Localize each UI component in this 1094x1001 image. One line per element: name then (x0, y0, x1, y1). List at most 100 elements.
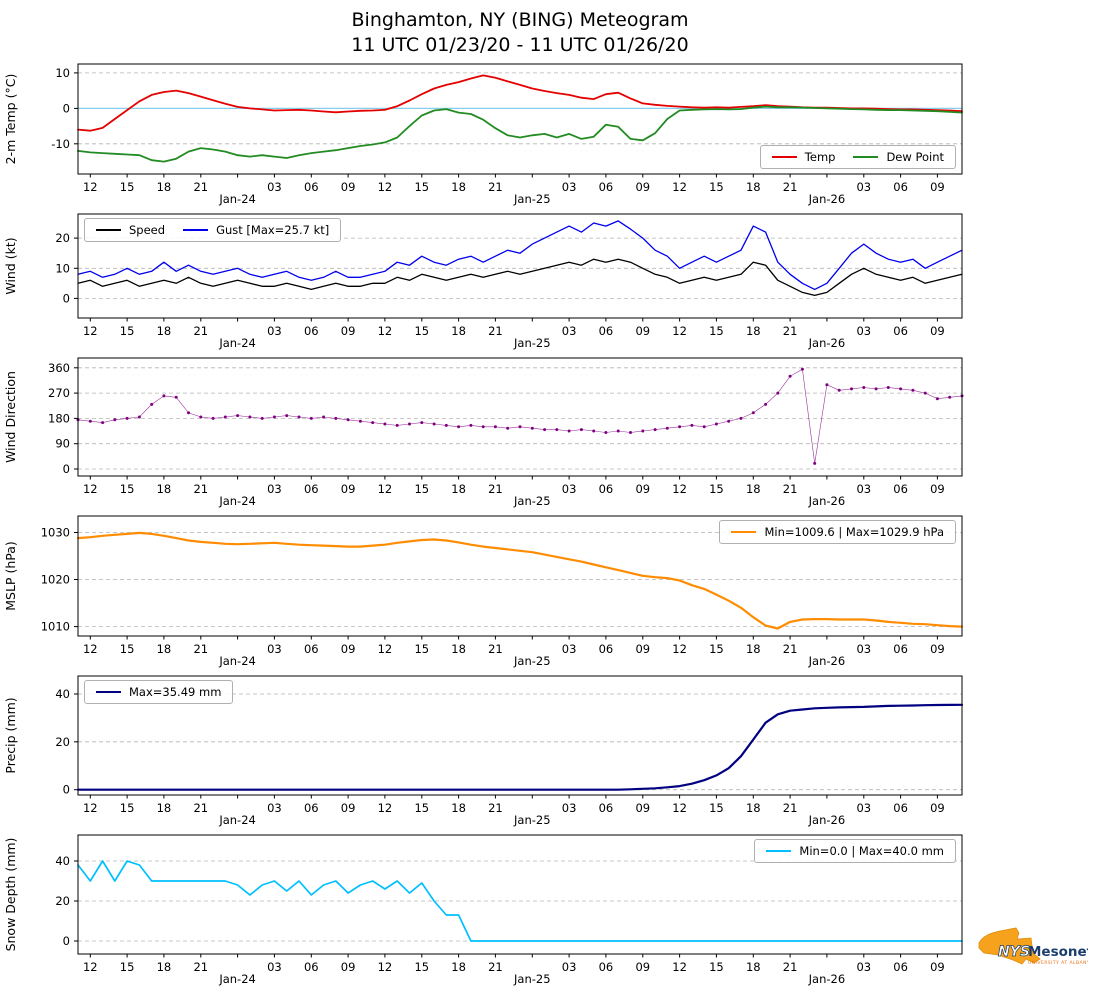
x-tick-label: 15 (120, 180, 135, 194)
x-date-label: Jan-25 (513, 813, 551, 827)
series-dew-point (77, 105, 963, 163)
scatter-point (530, 426, 534, 430)
scatter-point (555, 428, 559, 432)
legend-entry: Max=35.49 mm (96, 685, 221, 699)
x-tick-label: 15 (414, 642, 429, 656)
x-tick-label: 06 (304, 801, 319, 815)
y-tick-label: 0 (63, 462, 70, 476)
x-tick-label: 09 (635, 324, 650, 338)
meteogram-panels: 10 0 -10 12 15 18 21 Jan-24 03 06 09 12 15 18 21 Jan-25… (0, 58, 1094, 988)
series-temp (77, 74, 963, 132)
x-tick-label: 12 (378, 180, 393, 194)
x-tick-label: 12 (83, 180, 98, 194)
x-tick-label: 15 (414, 960, 429, 974)
scatter-point (137, 415, 141, 419)
scatter-point (248, 415, 252, 419)
scatter-point (187, 411, 190, 415)
x-tick-label: 03 (562, 324, 577, 338)
x-tick-label: 18 (157, 180, 172, 194)
legend-line-sample-icon (731, 530, 757, 534)
x-tick-label: 03 (856, 324, 871, 338)
legend-label: Temp (804, 150, 836, 165)
x-date-label: Jan-26 (808, 972, 846, 986)
legend-line-sample-icon (771, 155, 797, 159)
plot-border (77, 834, 963, 955)
scatter-point (358, 419, 362, 423)
x-tick-label: 09 (930, 482, 945, 496)
x-tick-label: 03 (267, 801, 282, 815)
plot-border (77, 515, 963, 637)
x-tick-label: 18 (746, 801, 761, 815)
x-date-label: Jan-24 (218, 972, 256, 986)
x-tick-label: 18 (746, 960, 761, 974)
x-tick-label: 06 (599, 801, 614, 815)
x-tick-label: 06 (893, 324, 908, 338)
x-date-label: Jan-24 (218, 336, 256, 350)
scatter-point (653, 428, 657, 432)
x-tick-label: 18 (157, 642, 172, 656)
legend-snow-depth: Min=0.0 | Max=40.0 mm (754, 839, 956, 864)
x-tick-label: 03 (562, 960, 577, 974)
x-tick-label: 09 (635, 960, 650, 974)
x-tick-label: 21 (488, 324, 503, 338)
plot-border (77, 357, 963, 477)
scatter-point (211, 417, 215, 421)
x-date-label: Jan-26 (808, 494, 846, 508)
x-tick-label: 06 (304, 642, 319, 656)
legend-line-sample-icon (766, 849, 792, 853)
x-date-label: Jan-25 (513, 972, 551, 986)
legend-entry: Gust [Max=25.7 kt] (183, 223, 329, 237)
x-tick-label: 15 (709, 801, 724, 815)
y-tick-label: 10 (55, 66, 70, 80)
x-tick-label: 18 (746, 482, 761, 496)
x-tick-label: 03 (267, 180, 282, 194)
y-tick-label: 90 (55, 437, 70, 451)
x-tick-label: 09 (635, 642, 650, 656)
x-tick-label: 09 (930, 960, 945, 974)
scatter-point (101, 421, 105, 425)
scatter-point (874, 387, 878, 391)
x-tick-label: 21 (193, 801, 208, 815)
scatter-point (923, 391, 927, 395)
x-tick-label: 12 (672, 482, 687, 496)
scatter-point (272, 415, 276, 419)
x-tick-label: 21 (193, 960, 208, 974)
x-tick-label: 06 (893, 960, 908, 974)
x-date-label: Jan-24 (218, 192, 256, 206)
x-tick-label: 06 (599, 642, 614, 656)
y-axis-label-wind-direction: Wind Direction (3, 371, 18, 463)
legend-line-sample-icon (853, 155, 879, 159)
x-tick-label: 21 (488, 482, 503, 496)
x-tick-label: 12 (672, 642, 687, 656)
snow-depth-plot-svg: 40 20 0 12 15 18 21 Jan-24 03 06 09 12 15 18 21 Jan-25 0… (3, 834, 963, 986)
x-tick-label: 09 (930, 642, 945, 656)
x-tick-label: 09 (930, 801, 945, 815)
series-gust (77, 220, 963, 291)
scatter-point (837, 388, 841, 392)
x-tick-label: 18 (451, 801, 466, 815)
x-tick-label: 21 (488, 801, 503, 815)
scatter-point (383, 422, 387, 426)
x-tick-label: 18 (746, 642, 761, 656)
scatter-point (285, 414, 289, 418)
plot-border (77, 63, 963, 175)
scatter-point (493, 425, 497, 429)
temp-plot-svg: 10 0 -10 12 15 18 21 Jan-24 03 06 09 12 15 18 21 Jan-25… (3, 63, 963, 206)
x-tick-label: 15 (414, 324, 429, 338)
legend-label: Max=35.49 mm (129, 685, 222, 700)
x-tick-label: 18 (157, 960, 172, 974)
x-tick-label: 15 (414, 801, 429, 815)
legend-entry: Temp (771, 150, 836, 165)
x-tick-label: 15 (120, 960, 135, 974)
series-mslp (76, 531, 964, 630)
scatter-point (788, 374, 792, 378)
x-tick-label: 03 (562, 642, 577, 656)
x-tick-label: 18 (746, 324, 761, 338)
x-tick-label: 21 (783, 180, 798, 194)
x-tick-label: 06 (893, 180, 908, 194)
x-tick-label: 06 (893, 482, 908, 496)
x-tick-label: 15 (120, 642, 135, 656)
x-tick-label: 03 (856, 801, 871, 815)
scatter-point (592, 429, 596, 433)
x-tick-label: 03 (267, 482, 282, 496)
